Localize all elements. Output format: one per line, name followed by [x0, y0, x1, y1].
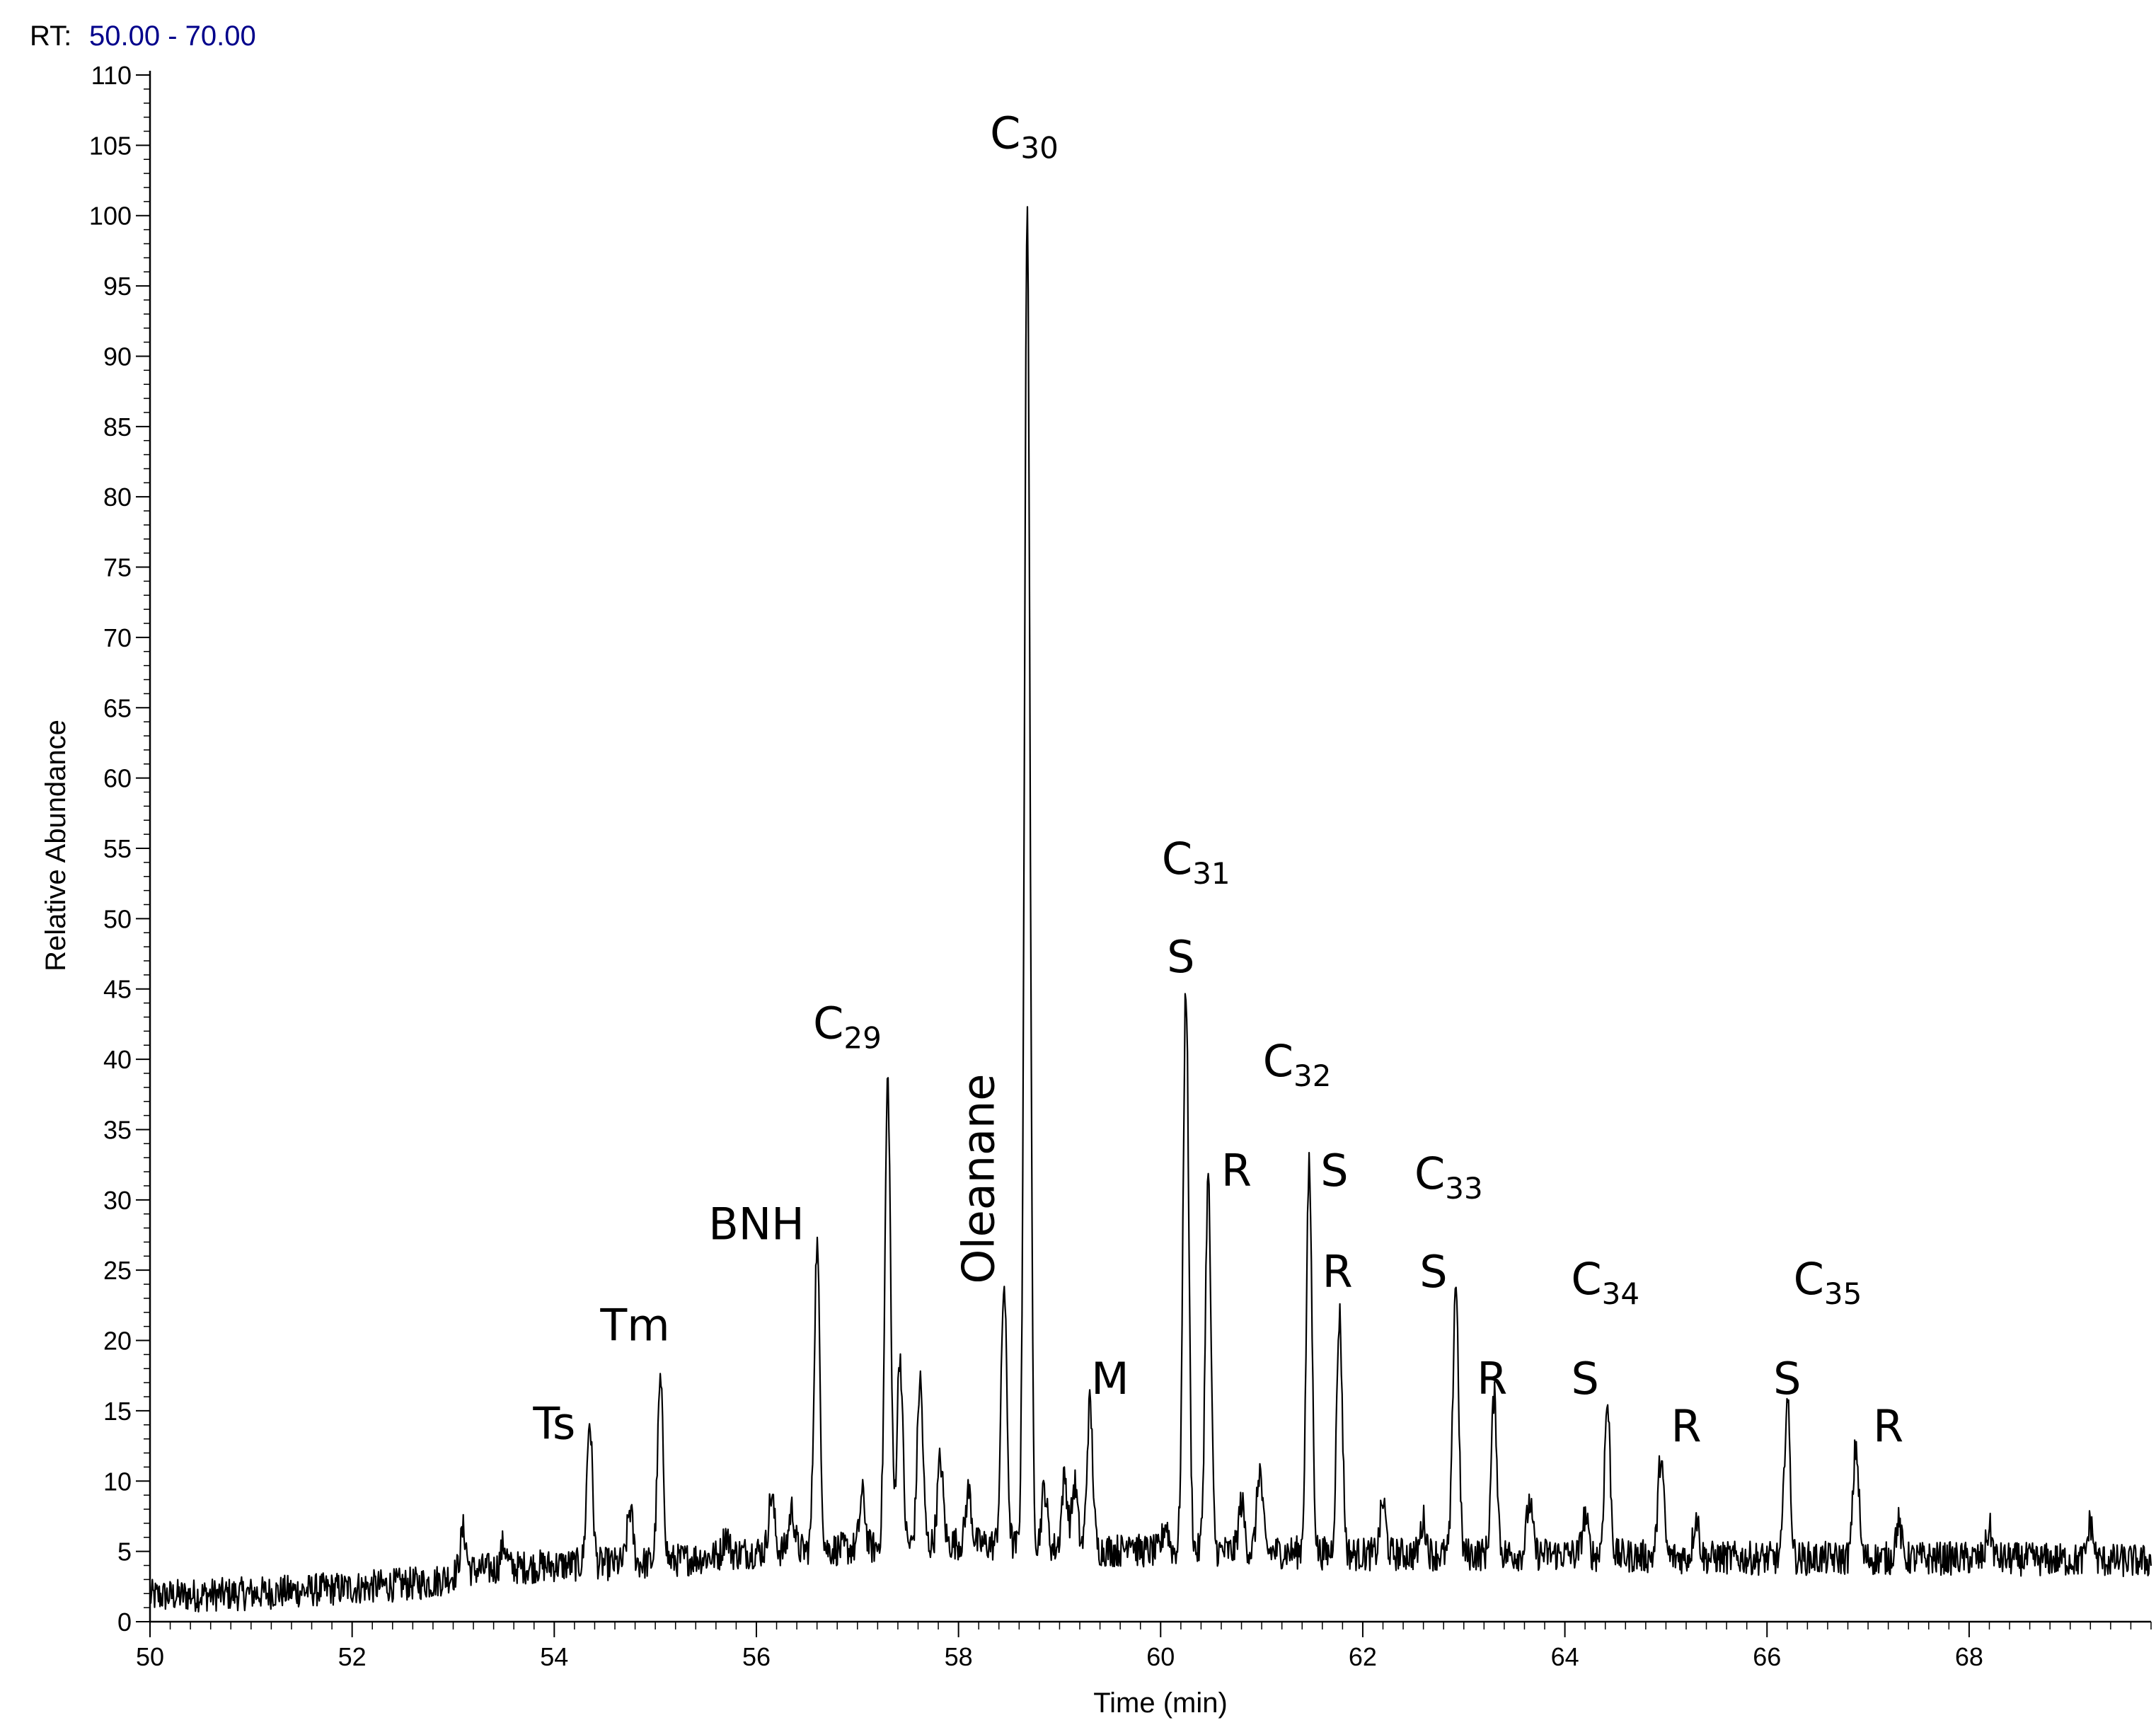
y-tick-label: 5: [117, 1538, 132, 1567]
peak-label: C33: [1414, 1148, 1483, 1206]
peak-label-text: R: [1477, 1353, 1507, 1404]
y-tick-label: 20: [103, 1327, 132, 1356]
peak-label-text: C: [1263, 1035, 1293, 1087]
peak-label-text: Oleanane: [953, 1074, 1005, 1284]
peak-label-text: R: [1221, 1145, 1252, 1196]
peak-label: S: [1419, 1246, 1447, 1298]
peak-label: S: [1571, 1353, 1598, 1404]
y-tick-label: 100: [89, 202, 132, 231]
peak-annotations: TsTmBNHC29OleananeC30MC31SRC32SRC33SRC34…: [532, 107, 1903, 1452]
y-tick-label: 50: [103, 904, 132, 933]
peak-label: C30: [990, 107, 1059, 165]
peak-label: C32: [1263, 1035, 1332, 1093]
y-tick-label: 30: [103, 1186, 132, 1215]
x-tick-label: 54: [540, 1642, 568, 1671]
y-tick-label: 25: [103, 1256, 132, 1285]
peak-label-text: M: [1091, 1353, 1129, 1404]
y-tick-label: 80: [103, 483, 132, 512]
y-axis: 0 5 10 15 20 25 30 35 40 45 50 55 60 65 70 75 80 85 90 95 10…: [89, 61, 150, 1637]
peak-label-subscript: 30: [1020, 130, 1058, 165]
axes: [149, 71, 2151, 1623]
peak-label-text: S: [1419, 1246, 1447, 1298]
peak-label-subscript: 29: [843, 1020, 881, 1055]
peak-label: R: [1322, 1246, 1353, 1298]
peak-label: S: [1773, 1353, 1801, 1404]
chromatogram-trace: [149, 206, 2152, 1612]
peak-label: C35: [1794, 1253, 1862, 1311]
peak-label: C34: [1571, 1253, 1639, 1311]
peak-label: Tm: [599, 1300, 669, 1351]
peak-label: Oleanane: [953, 1074, 1005, 1284]
peak-label: Ts: [532, 1398, 575, 1450]
x-tick-label: 62: [1349, 1642, 1377, 1671]
peak-label-text: R: [1671, 1401, 1701, 1453]
peak-label-subscript: 31: [1192, 856, 1230, 891]
x-tick-label: 66: [1753, 1642, 1781, 1671]
y-axis-title: Relative Abundance: [40, 720, 71, 971]
peak-label-text: C: [1162, 833, 1192, 884]
x-axis: 50 52 54 56 58 60 62 64 66 68: [136, 1622, 2152, 1671]
peak-label: C31: [1162, 833, 1230, 891]
x-tick-label: 56: [742, 1642, 771, 1671]
y-tick-label: 15: [103, 1397, 132, 1426]
y-tick-label: 0: [117, 1608, 132, 1637]
y-tick-label: 40: [103, 1045, 132, 1074]
x-tick-label: 50: [136, 1642, 164, 1671]
x-tick-label: 58: [945, 1642, 973, 1671]
peak-label: R: [1477, 1353, 1507, 1404]
x-tick-label: 52: [338, 1642, 367, 1671]
y-tick-label: 90: [103, 342, 132, 371]
peak-label-text: S: [1320, 1145, 1348, 1196]
peak-label-text: S: [1571, 1353, 1598, 1404]
peak-label: BNH: [708, 1198, 805, 1250]
x-tick-label: 68: [1955, 1642, 1983, 1671]
peak-label-text: C: [813, 997, 843, 1049]
peak-label-text: S: [1773, 1353, 1801, 1404]
y-tick-label: 10: [103, 1467, 132, 1496]
peak-label-text: C: [1571, 1253, 1601, 1305]
y-tick-label: 65: [103, 693, 132, 722]
peak-label-text: BNH: [708, 1198, 805, 1250]
peak-label-text: C: [1414, 1148, 1445, 1199]
peak-label: M: [1091, 1353, 1129, 1404]
y-tick-label: 55: [103, 834, 132, 863]
rt-label: RT:: [30, 21, 71, 52]
y-tick-label: 105: [89, 131, 132, 160]
peak-label-subscript: 35: [1824, 1276, 1862, 1311]
peak-label-subscript: 32: [1293, 1058, 1331, 1093]
peak-label-text: Tm: [599, 1300, 669, 1351]
peak-label-text: R: [1873, 1401, 1903, 1453]
peak-label-subscript: 34: [1602, 1276, 1639, 1311]
peak-label: R: [1873, 1401, 1903, 1453]
peak-label-text: Ts: [532, 1398, 575, 1450]
y-tick-label: 35: [103, 1115, 132, 1144]
peak-label-text: R: [1322, 1246, 1353, 1298]
y-tick-label: 75: [103, 553, 132, 582]
peak-label-subscript: 33: [1445, 1171, 1482, 1206]
y-tick-label: 70: [103, 623, 132, 652]
rt-range: 50.00 - 70.00: [89, 21, 256, 52]
peak-label-text: S: [1167, 931, 1194, 983]
x-tick-label: 64: [1551, 1642, 1579, 1671]
peak-label: C29: [813, 997, 882, 1055]
x-tick-label: 60: [1146, 1642, 1175, 1671]
y-tick-label: 95: [103, 272, 132, 301]
y-tick-label: 60: [103, 764, 132, 793]
peak-label: R: [1671, 1401, 1701, 1453]
peak-label: R: [1221, 1145, 1252, 1196]
y-tick-label: 85: [103, 412, 132, 442]
peak-label-text: C: [1794, 1253, 1824, 1305]
y-tick-label: 45: [103, 975, 132, 1004]
peak-label: S: [1320, 1145, 1348, 1196]
y-tick-label: 110: [91, 61, 132, 90]
x-axis-title: Time (min): [1093, 1688, 1228, 1719]
peak-label: S: [1167, 931, 1194, 983]
peak-label-text: C: [990, 107, 1020, 158]
